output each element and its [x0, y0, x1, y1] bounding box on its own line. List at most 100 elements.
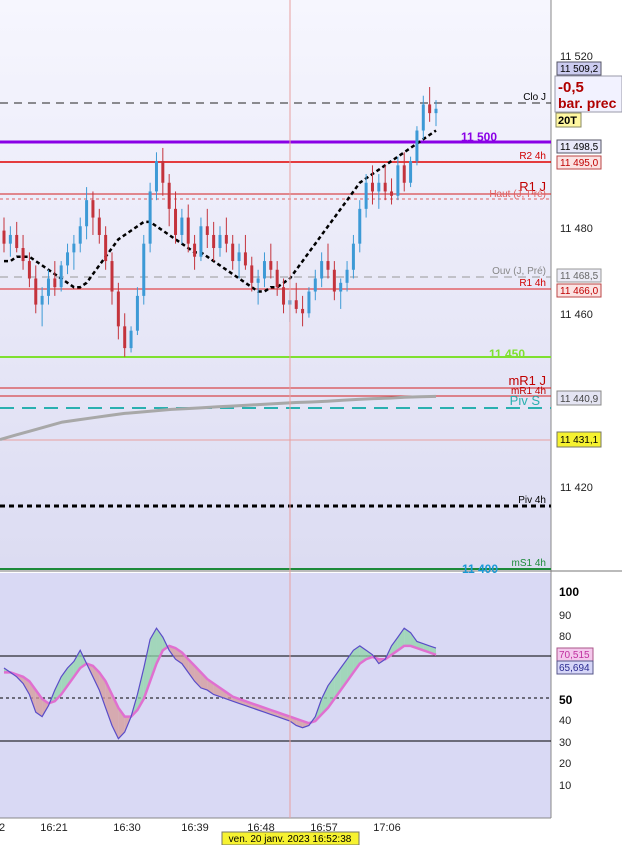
price-tag-r1-4h[interactable]: 11 466,0	[556, 283, 602, 298]
rsi-signal-line	[4, 644, 437, 725]
candle-body	[402, 165, 406, 183]
rsi-tick: 20	[559, 758, 571, 770]
candle-body	[320, 261, 324, 279]
baseline-curve	[0, 394, 437, 441]
change-value: -0,5	[558, 79, 584, 96]
label-piv-4h: Piv 4h	[518, 495, 546, 506]
time-axis: 2 16:21 16:30 16:39 16:48 16:57 17:06	[0, 822, 401, 834]
svg-text:65,694: 65,694	[559, 663, 590, 674]
rsi-fill	[213, 683, 220, 697]
price-tick: 11 480	[560, 223, 593, 235]
candle-body	[97, 217, 101, 235]
price-tick: 11 460	[560, 309, 593, 321]
candle-body	[78, 226, 82, 244]
rsi-tag[interactable]: 70,515	[556, 647, 594, 662]
candle-body	[351, 243, 355, 270]
label-ouv: Ouv (J, Pré)	[492, 266, 546, 277]
candle-body	[199, 226, 203, 257]
candle-body	[313, 278, 317, 292]
candle-body	[129, 330, 133, 349]
candle-body	[212, 234, 216, 249]
candle-body	[326, 261, 330, 270]
candle-body	[358, 208, 362, 244]
time-tick: 16:21	[40, 822, 68, 834]
price-tick: 11 420	[560, 482, 593, 494]
rsi-pane[interactable]	[0, 573, 551, 818]
candle-body	[148, 191, 152, 244]
candle-body	[135, 295, 139, 331]
price-tag-last[interactable]: 11 509,2	[556, 61, 602, 76]
candle-body	[154, 160, 158, 192]
rsi-fill	[200, 672, 208, 691]
label-piv-s: Piv S	[510, 393, 541, 408]
label-11500: 11 500	[461, 130, 497, 144]
candle-body	[116, 291, 120, 327]
candle-body	[91, 200, 95, 218]
candle-body	[104, 234, 108, 262]
candle-body	[193, 243, 197, 257]
price-tag-mr1[interactable]: 11 440,9	[556, 390, 602, 406]
moving-average	[4, 129, 437, 293]
price-axis-area[interactable]	[551, 0, 622, 818]
timeframe-badge[interactable]: 20T	[555, 112, 582, 128]
price-axis: 11 520 11 480 11 460 11 420	[560, 51, 593, 494]
candle-body	[174, 208, 178, 235]
candle-body	[59, 265, 63, 288]
bar-change-readout: -0,5 bar. prec	[554, 75, 622, 113]
candle-body	[27, 261, 31, 279]
label-11450: 11 450	[489, 347, 525, 361]
candle-body	[332, 269, 336, 292]
candle-body	[256, 278, 260, 283]
candle-body	[307, 291, 311, 314]
rsi-signal-tag[interactable]: 65,694	[556, 660, 594, 675]
label-11400: 11 400	[462, 562, 498, 576]
candles	[2, 87, 438, 357]
candle-body	[294, 300, 298, 309]
candle-body	[123, 326, 127, 349]
candle-body	[396, 165, 400, 196]
candle-body	[345, 269, 349, 283]
rsi-fill	[321, 685, 328, 715]
svg-text:11 431,1: 11 431,1	[560, 435, 599, 446]
candle-body	[364, 182, 368, 209]
candle-body	[428, 104, 432, 114]
candle-body	[390, 191, 394, 196]
time-tick: 17:06	[373, 822, 401, 834]
rsi-fill	[353, 645, 360, 673]
candle-body	[66, 252, 70, 266]
rsi-fill	[67, 661, 74, 686]
price-tag-r2-lower[interactable]: 11 498,5	[556, 139, 602, 154]
level-lines[interactable]	[0, 102, 551, 570]
rsi-fill	[410, 632, 417, 649]
candle-body	[275, 269, 279, 288]
baseline-line	[0, 394, 437, 441]
candle-body	[161, 160, 165, 183]
candle-body	[370, 182, 374, 192]
candle-body	[205, 226, 209, 235]
rsi-fill	[156, 628, 163, 664]
label-ms1-4h: mS1 4h	[512, 558, 546, 569]
svg-text:11 466,0: 11 466,0	[560, 286, 599, 297]
price-tag-ouv[interactable]: 11 468,5	[556, 268, 602, 283]
candle-body	[269, 261, 273, 270]
candle-body	[301, 308, 305, 314]
time-tick: 16:39	[181, 822, 209, 834]
cursor-time-tag[interactable]: ven. 20 janv. 2023 16:52:38	[221, 831, 360, 845]
rsi-fill	[397, 628, 405, 651]
time-tick: 16:30	[113, 822, 141, 834]
price-tag-r2-4h[interactable]: 11 495,0	[556, 155, 602, 170]
label-r1-j: R1 J	[519, 179, 546, 194]
candle-body	[218, 234, 222, 249]
candle-body	[85, 200, 89, 227]
price-pane[interactable]	[0, 0, 551, 570]
price-tag-cursor[interactable]: 11 431,1	[556, 431, 602, 448]
time-tick: 16:48	[247, 822, 275, 834]
rsi-fill	[61, 668, 68, 695]
candle-body	[34, 278, 38, 305]
svg-text:11 498,5: 11 498,5	[560, 142, 599, 153]
candle-body	[377, 182, 381, 192]
label-r2-4h: R2 4h	[519, 151, 546, 162]
rsi-tick: 50	[559, 693, 573, 707]
candle-body	[72, 243, 76, 253]
